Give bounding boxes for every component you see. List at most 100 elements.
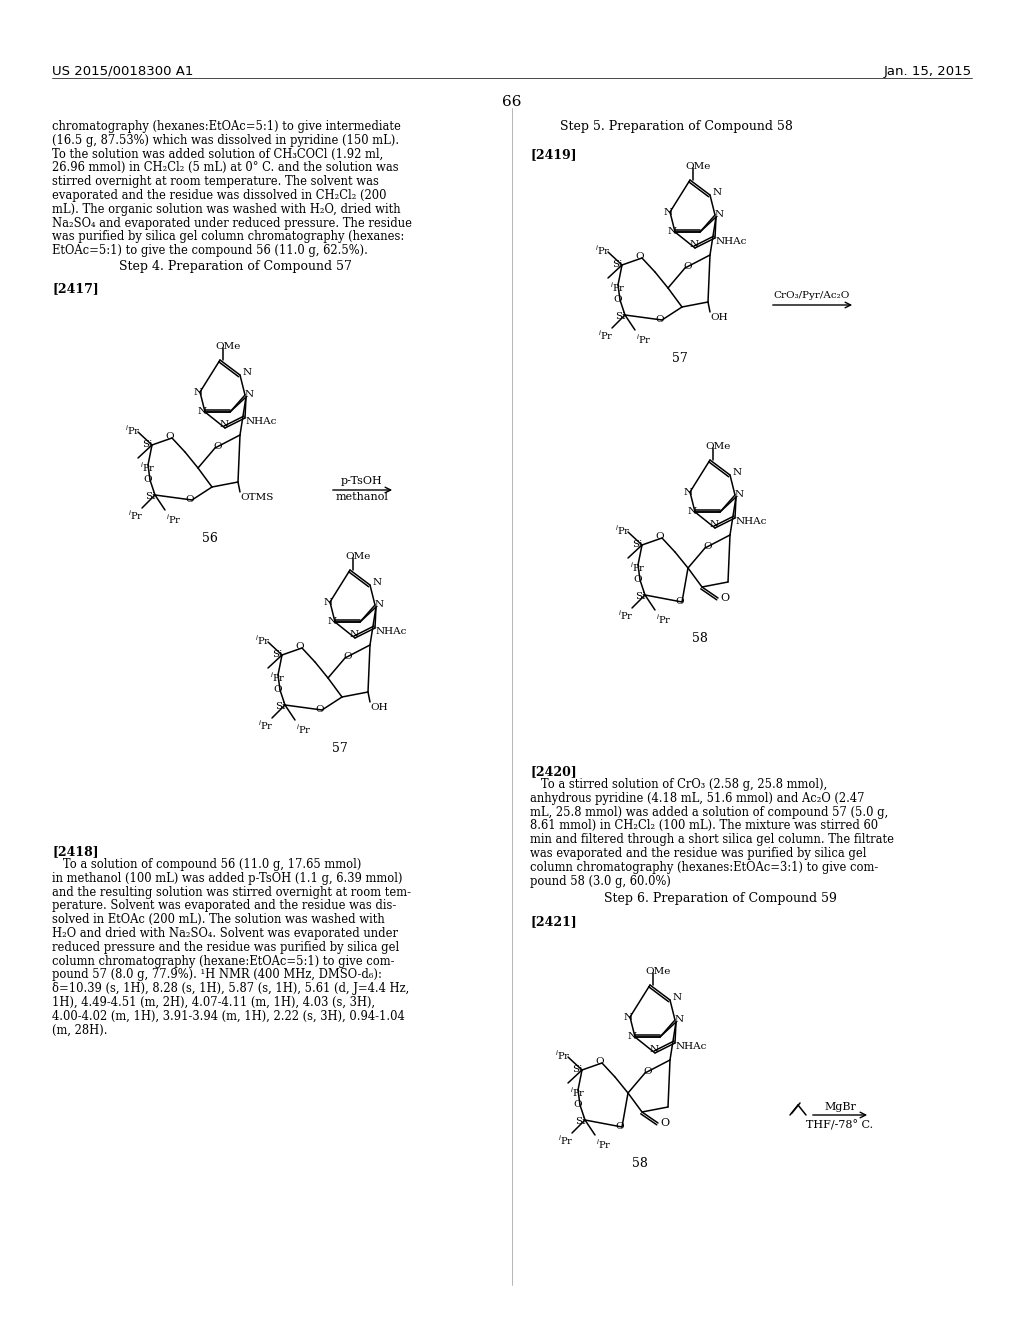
Text: N: N [373,578,382,587]
Text: min and filtered through a short silica gel column. The filtrate: min and filtered through a short silica … [530,833,894,846]
Text: reduced pressure and the residue was purified by silica gel: reduced pressure and the residue was pur… [52,941,399,954]
Text: $^i$Pr: $^i$Pr [128,508,143,521]
Text: was purified by silica gel column chromatography (hexanes:: was purified by silica gel column chroma… [52,231,404,243]
Text: [2417]: [2417] [52,282,98,294]
Text: in methanol (100 mL) was added p-TsOH (1.1 g, 6.39 mmol): in methanol (100 mL) was added p-TsOH (1… [52,871,402,884]
Text: column chromatography (hexanes:EtOAc=3:1) to give com-: column chromatography (hexanes:EtOAc=3:1… [530,861,879,874]
Text: 58: 58 [632,1158,648,1170]
Text: Si: Si [272,649,283,659]
Text: NHAc: NHAc [676,1041,708,1051]
Text: δ=10.39 (s, 1H), 8.28 (s, 1H), 5.87 (s, 1H), 5.61 (d, J=4.4 Hz,: δ=10.39 (s, 1H), 8.28 (s, 1H), 5.87 (s, … [52,982,410,995]
Text: $^i$Pr: $^i$Pr [558,1133,573,1147]
Text: stirred overnight at room temperature. The solvent was: stirred overnight at room temperature. T… [52,176,379,189]
Text: Si: Si [142,440,153,449]
Text: Si: Si [635,591,645,601]
Text: $^i$Pr: $^i$Pr [656,612,672,626]
Text: O: O [703,543,712,550]
Text: N: N [350,630,359,639]
Text: N: N [664,209,673,216]
Text: N: N [324,598,333,607]
Text: NHAc: NHAc [736,517,767,525]
Text: O: O [635,252,644,261]
Text: $^i$Pr: $^i$Pr [166,512,181,525]
Text: Si: Si [575,1117,586,1126]
Text: [2418]: [2418] [52,845,98,858]
Text: N: N [710,520,719,529]
Text: O: O [213,442,221,451]
Text: N: N [628,1032,637,1041]
Text: OTMS: OTMS [240,492,273,502]
Text: N: N [624,1012,633,1022]
Text: N: N [668,227,677,236]
Text: $^i$Pr: $^i$Pr [255,634,270,647]
Text: N: N [375,601,384,609]
Text: 57: 57 [332,742,348,755]
Text: evaporated and the residue was dissolved in CH₂Cl₂ (200: evaporated and the residue was dissolved… [52,189,386,202]
Text: N: N [690,240,699,249]
Text: O: O [185,495,194,504]
Text: N: N [713,187,722,197]
Text: Si: Si [612,260,623,269]
Text: anhydrous pyridine (4.18 mL, 51.6 mmol) and Ac₂O (2.47: anhydrous pyridine (4.18 mL, 51.6 mmol) … [530,792,864,805]
Text: OMe: OMe [705,442,730,451]
Text: N: N [194,388,203,397]
Text: $^i$Pr: $^i$Pr [610,280,626,294]
Text: N: N [733,469,742,477]
Text: N: N [198,407,207,416]
Text: To a stirred solution of CrO₃ (2.58 g, 25.8 mmol),: To a stirred solution of CrO₃ (2.58 g, 2… [530,777,827,791]
Text: US 2015/0018300 A1: US 2015/0018300 A1 [52,65,194,78]
Text: 66: 66 [502,95,522,110]
Text: CrO₃/Pyr/Ac₂O: CrO₃/Pyr/Ac₂O [774,290,850,300]
Text: $^i$Pr: $^i$Pr [570,1085,586,1098]
Text: $^i$Pr: $^i$Pr [296,722,311,735]
Text: 26.96 mmol) in CH₂Cl₂ (5 mL) at 0° C. and the solution was: 26.96 mmol) in CH₂Cl₂ (5 mL) at 0° C. an… [52,161,398,174]
Text: To the solution was added solution of CH₃COCl (1.92 ml,: To the solution was added solution of CH… [52,148,383,161]
Text: methanol: methanol [336,492,388,502]
Text: Jan. 15, 2015: Jan. 15, 2015 [884,65,972,78]
Text: [2419]: [2419] [530,148,577,161]
Text: N: N [245,389,254,399]
Text: N: N [243,368,252,378]
Text: O: O [315,705,324,714]
Text: OMe: OMe [215,342,241,351]
Text: chromatography (hexanes:EtOAc=5:1) to give intermediate: chromatography (hexanes:EtOAc=5:1) to gi… [52,120,400,133]
Text: 8.61 mmol) in CH₂Cl₂ (100 mL). The mixture was stirred 60: 8.61 mmol) in CH₂Cl₂ (100 mL). The mixtu… [530,820,879,833]
Text: $^i$Pr: $^i$Pr [618,609,634,622]
Text: 56: 56 [202,532,218,545]
Text: O: O [660,1118,669,1129]
Text: Step 5. Preparation of Compound 58: Step 5. Preparation of Compound 58 [560,120,793,133]
Text: $^i$Pr: $^i$Pr [555,1048,570,1061]
Text: [2421]: [2421] [530,915,577,928]
Text: OMe: OMe [685,162,711,172]
Text: O: O [573,1100,582,1109]
Text: O: O [295,642,304,651]
Text: $^i$Pr: $^i$Pr [270,671,286,684]
Text: EtOAc=5:1) to give the compound 56 (11.0 g, 62.5%).: EtOAc=5:1) to give the compound 56 (11.0… [52,244,368,257]
Text: O: O [655,532,664,541]
Text: $^i$Pr: $^i$Pr [636,333,651,346]
Text: Si: Si [615,312,626,321]
Text: N: N [328,616,337,626]
Text: mL, 25.8 mmol) was added a solution of compound 57 (5.0 g,: mL, 25.8 mmol) was added a solution of c… [530,805,888,818]
Text: p-TsOH: p-TsOH [341,477,383,486]
Text: N: N [735,490,744,499]
Text: O: O [165,432,174,441]
Text: NHAc: NHAc [716,238,748,246]
Text: OMe: OMe [645,968,671,975]
Text: $^i$Pr: $^i$Pr [125,422,140,437]
Text: $^i$Pr: $^i$Pr [140,459,156,474]
Text: O: O [613,294,622,304]
Text: N: N [715,210,724,219]
Text: O: O [595,1057,603,1067]
Text: MgBr: MgBr [824,1102,856,1111]
Text: $^i$Pr: $^i$Pr [630,560,645,574]
Text: O: O [615,1122,624,1131]
Text: O: O [273,685,282,694]
Text: O: O [143,475,152,484]
Text: [2420]: [2420] [530,766,577,777]
Text: OH: OH [710,313,728,322]
Text: O: O [720,593,729,603]
Text: 1H), 4.49-4.51 (m, 2H), 4.07-4.11 (m, 1H), 4.03 (s, 3H),: 1H), 4.49-4.51 (m, 2H), 4.07-4.11 (m, 1H… [52,997,375,1008]
Text: N: N [650,1045,659,1053]
Text: O: O [343,652,351,661]
